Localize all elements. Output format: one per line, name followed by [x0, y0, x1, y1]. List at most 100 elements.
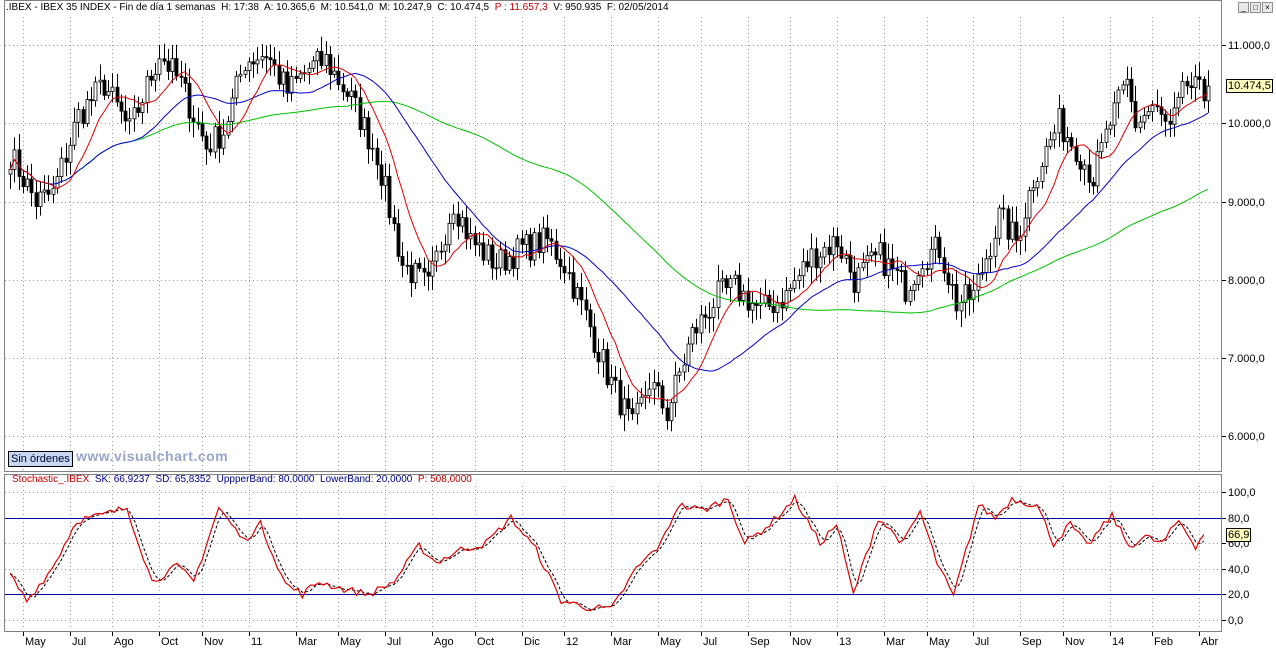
price-last-value: 10.474,5 [1226, 79, 1273, 94]
candle-body [1142, 115, 1147, 123]
candle-body [1006, 208, 1011, 240]
stochastic-header: Stochastic_.IBEX SK: 66,9237 SD: 65,8352… [12, 474, 472, 485]
close-button[interactable]: × [1262, 2, 1273, 13]
x-axis-label: 11 [251, 636, 263, 648]
candle-body [179, 75, 184, 78]
candle-body [677, 371, 682, 376]
x-axis-tick [249, 632, 250, 636]
candle-body [750, 302, 755, 311]
candle-body [699, 314, 704, 334]
candle-body [1121, 84, 1126, 91]
candle-body [635, 402, 640, 415]
candle-body [613, 376, 618, 381]
candle-body [409, 264, 414, 284]
candle-body [515, 238, 520, 269]
candle-body [1014, 221, 1019, 241]
x-axis-tick [837, 632, 838, 636]
candle-body [601, 349, 606, 363]
x-axis-tick [1063, 632, 1064, 636]
stochastic-sk: SK: 66,9237 [94, 474, 150, 485]
candle-body [264, 56, 269, 59]
candle-body [575, 287, 580, 299]
ma-short-line [9, 64, 1209, 402]
candle-body [68, 144, 73, 163]
candle-body [345, 91, 350, 97]
maximize-button[interactable]: □ [1250, 2, 1261, 13]
x-axis-label: Dic [524, 636, 540, 648]
stochastic-lower: LowerBand: 20,0000 [320, 474, 413, 485]
x-axis-label: Sep [750, 636, 770, 648]
x-axis-tick [296, 632, 297, 636]
x-axis-label: Mar [886, 636, 905, 648]
candle-body [630, 408, 635, 415]
candle-body [848, 255, 853, 273]
candle-body [490, 244, 495, 269]
price-axis-label: 8.000,0 [1228, 274, 1265, 287]
candle-body [328, 54, 333, 75]
candle-body [85, 99, 90, 124]
candle-body [1010, 221, 1015, 240]
candle-body [1146, 111, 1151, 116]
candle-body [72, 121, 77, 146]
candle-body [226, 121, 231, 136]
candle-body [358, 97, 363, 130]
x-axis-label: May [929, 636, 950, 648]
candle-body [852, 271, 857, 293]
x-axis-tick [475, 632, 476, 636]
candle-body [937, 236, 942, 259]
candle-body [315, 51, 320, 62]
candle-body [289, 76, 294, 94]
x-axis-label: Oct [477, 636, 495, 648]
candle-body [379, 164, 384, 186]
stochastic-name: Stochastic_.IBEX [12, 474, 90, 485]
candle-body [1069, 137, 1074, 147]
candle-body [34, 192, 39, 207]
price-axis-label: 9.000,0 [1228, 196, 1265, 209]
stoch-axis-tick [1222, 518, 1226, 519]
candle-body [584, 299, 589, 311]
candle-body [268, 57, 273, 61]
candle-body [1087, 164, 1092, 183]
candle-body [447, 222, 452, 246]
candle-body [1104, 128, 1109, 143]
candle-body [98, 79, 103, 83]
candle-body [537, 232, 542, 253]
candle-body [754, 302, 759, 306]
candle-body [1082, 164, 1087, 170]
candle-body [780, 301, 785, 309]
candle-body [805, 261, 810, 268]
x-axis-label: Nov [204, 636, 224, 648]
candle-body [110, 86, 115, 92]
header-date: F: 02/05/2014 [606, 2, 669, 13]
candle-body [1176, 96, 1181, 109]
candle-body [554, 240, 559, 260]
price-axis-tick [1222, 123, 1226, 124]
candle-body [588, 309, 593, 328]
header-volume: V: 950.935 [553, 2, 602, 13]
candle-body [839, 246, 844, 259]
price-axis-label: 6.000,0 [1228, 430, 1265, 443]
ma-mid-line [9, 72, 1209, 372]
candle-body [562, 266, 567, 274]
minimize-button[interactable]: _ [1238, 2, 1249, 13]
candle-body [558, 258, 563, 267]
candle-body [204, 135, 209, 150]
candle-body [890, 258, 895, 270]
candle-body [720, 278, 725, 282]
candle-body [792, 280, 797, 289]
x-axis-tick [790, 632, 791, 636]
candle-body [387, 175, 392, 219]
price-axis-label: 7.000,0 [1228, 352, 1265, 365]
price-axis-tick [1222, 202, 1226, 203]
stoch-axis-tick [1222, 569, 1226, 570]
x-axis-label: Jul [703, 636, 718, 648]
x-axis-label: Sep [1022, 636, 1042, 648]
candle-body [162, 58, 167, 62]
candle-body [200, 123, 205, 137]
candle-body [25, 178, 30, 188]
header-close: C: 10.474,5 [437, 2, 490, 13]
candle-body [1197, 76, 1202, 80]
candle-body [17, 149, 22, 177]
x-axis-label: Feb [1154, 636, 1173, 648]
sin-ordenes-button[interactable]: Sin órdenes [8, 451, 73, 467]
